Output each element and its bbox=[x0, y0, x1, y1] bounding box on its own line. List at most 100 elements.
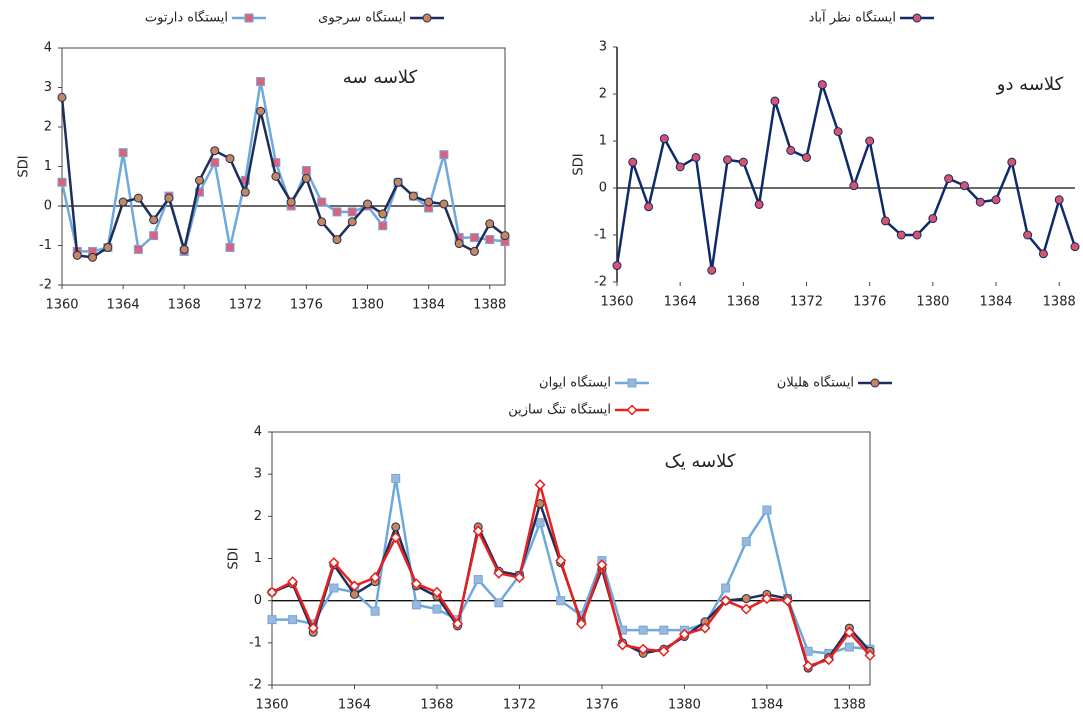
y-tick-label: 1 bbox=[44, 159, 52, 174]
y-axis-title: SDI bbox=[572, 153, 587, 175]
marker bbox=[288, 615, 298, 625]
marker bbox=[865, 136, 875, 146]
series-line bbox=[272, 477, 871, 655]
marker bbox=[347, 217, 357, 227]
marker bbox=[348, 580, 361, 592]
marker bbox=[332, 235, 342, 245]
x-tick-label: 1380 bbox=[916, 295, 949, 310]
marker bbox=[699, 622, 711, 634]
marker bbox=[225, 154, 235, 164]
marker bbox=[843, 626, 855, 638]
marker bbox=[626, 404, 638, 416]
marker bbox=[896, 230, 906, 240]
marker bbox=[707, 265, 717, 275]
series-line bbox=[60, 80, 506, 253]
marker bbox=[256, 106, 266, 116]
y-tick-label: -2 bbox=[39, 278, 52, 293]
marker bbox=[485, 219, 495, 229]
marker bbox=[411, 600, 421, 610]
marker bbox=[244, 13, 254, 23]
x-tick-label: 1360 bbox=[45, 298, 78, 313]
marker bbox=[556, 596, 566, 606]
x-tick-label: 1360 bbox=[255, 698, 288, 713]
marker bbox=[347, 207, 357, 217]
marker bbox=[659, 134, 669, 144]
marker bbox=[240, 175, 250, 185]
y-tick-label: 2 bbox=[599, 87, 607, 102]
marker bbox=[287, 576, 299, 588]
x-tick-label: 1380 bbox=[668, 698, 701, 713]
marker bbox=[627, 378, 637, 388]
marker bbox=[410, 578, 422, 590]
y-tick-label: 4 bbox=[254, 425, 262, 440]
marker bbox=[912, 13, 922, 23]
marker bbox=[256, 77, 266, 87]
marker bbox=[390, 531, 402, 543]
marker bbox=[500, 231, 510, 241]
x-tick-label: 1368 bbox=[168, 298, 201, 313]
marker bbox=[991, 195, 1001, 205]
marker bbox=[928, 214, 938, 224]
marker bbox=[638, 625, 648, 635]
marker bbox=[761, 592, 773, 605]
marker bbox=[307, 622, 319, 634]
marker bbox=[817, 80, 827, 90]
legend-label: ایستگاه دارتوت bbox=[145, 10, 228, 26]
marker bbox=[103, 242, 113, 252]
marker bbox=[616, 639, 629, 651]
x-tick-label: 1384 bbox=[750, 698, 783, 713]
marker bbox=[317, 197, 327, 207]
marker bbox=[493, 567, 505, 579]
marker bbox=[266, 586, 278, 598]
marker bbox=[870, 378, 880, 388]
x-tick-label: 1384 bbox=[979, 295, 1012, 310]
marker bbox=[149, 231, 159, 241]
marker bbox=[555, 555, 567, 567]
marker bbox=[422, 13, 432, 23]
marker bbox=[485, 235, 495, 245]
marker bbox=[271, 171, 281, 181]
marker bbox=[57, 92, 67, 102]
marker bbox=[741, 537, 751, 547]
marker bbox=[675, 162, 685, 172]
marker bbox=[194, 175, 204, 185]
marker bbox=[408, 191, 418, 201]
annotation: کلاسه دو bbox=[996, 74, 1064, 95]
marker bbox=[1038, 249, 1048, 259]
x-tick-label: 1388 bbox=[1043, 295, 1076, 310]
y-tick-label: 4 bbox=[44, 41, 52, 56]
marker bbox=[473, 575, 483, 585]
y-axis-title: SDI bbox=[227, 547, 242, 569]
marker bbox=[370, 606, 380, 616]
marker bbox=[644, 202, 654, 212]
marker bbox=[328, 557, 340, 569]
marker bbox=[225, 242, 235, 252]
x-tick-label: 1376 bbox=[585, 698, 618, 713]
marker bbox=[833, 127, 843, 137]
marker bbox=[210, 146, 220, 156]
legend-label: ایستگاه نظر آباد bbox=[809, 9, 896, 26]
marker bbox=[118, 148, 128, 158]
marker bbox=[164, 193, 174, 203]
marker bbox=[741, 594, 751, 604]
x-tick-label: 1368 bbox=[420, 698, 453, 713]
y-tick-label: -2 bbox=[249, 678, 262, 693]
marker bbox=[575, 618, 587, 630]
x-tick-label: 1388 bbox=[833, 698, 866, 713]
marker bbox=[596, 559, 608, 571]
legend-label: ایستگاه تنگ سازین bbox=[508, 402, 611, 418]
y-tick-label: 3 bbox=[599, 40, 607, 55]
y-tick-label: -2 bbox=[594, 275, 607, 290]
y-tick-label: 2 bbox=[254, 509, 262, 524]
marker bbox=[740, 603, 752, 615]
x-tick-label: 1368 bbox=[727, 295, 760, 310]
y-tick-label: -1 bbox=[39, 238, 52, 253]
legend-label: ایستگاه ایوان bbox=[539, 375, 611, 391]
y-tick-label: 3 bbox=[44, 80, 52, 95]
marker bbox=[781, 595, 794, 607]
marker bbox=[267, 615, 277, 625]
marker bbox=[637, 643, 649, 655]
marker bbox=[393, 177, 403, 187]
y-tick-label: -1 bbox=[594, 228, 607, 243]
